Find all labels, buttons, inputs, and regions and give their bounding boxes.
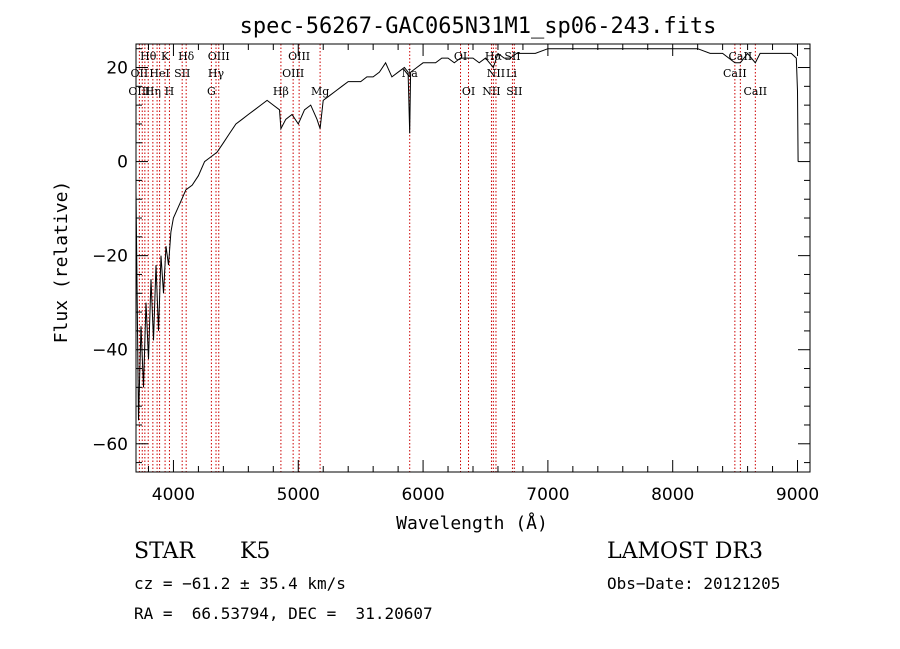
flux-series-line <box>135 48 799 421</box>
x-tick-label: 7000 <box>526 485 569 505</box>
spectral-line-label: Hη <box>145 85 161 98</box>
x-tick-label: 9000 <box>776 485 819 505</box>
object-class: STAR <box>134 539 195 564</box>
spectral-line-label: K <box>161 50 170 63</box>
x-tick-label: 8000 <box>651 485 694 505</box>
survey-name: LAMOST DR3 <box>607 539 763 564</box>
spectral-line-label: Mg <box>311 85 329 98</box>
spectral-line-label: OI <box>462 85 475 98</box>
object-subclass: K5 <box>240 539 271 564</box>
spectral-line-label: SII <box>174 67 190 80</box>
spectral-line-label: Hβ <box>273 85 289 98</box>
obs-date: Obs−Date: 20121205 <box>607 574 781 593</box>
spectral-line-label: SII <box>504 50 520 63</box>
chart-title: spec-56267-GAC065N31M1_sp06-243.fits <box>240 14 717 39</box>
spectral-line-label: SII <box>506 85 522 98</box>
spectral-line-label: Na <box>402 67 419 80</box>
spectral-line-label: CaII <box>743 85 767 98</box>
axis-ticks: 4000 5000 6000 7000 8000 9000 −60 −40 −20 0 20 <box>92 44 819 505</box>
spectral-line-label: NII <box>482 85 500 98</box>
spectral-line-label: OI <box>454 50 467 63</box>
spectral-line-label: Hγ <box>208 67 225 80</box>
spectral-line-label: CaII <box>723 67 747 80</box>
y-tick-label: −20 <box>92 247 128 267</box>
x-axis-label: Wavelength (Å) <box>396 512 548 534</box>
reference-lines <box>138 44 756 472</box>
ra-dec-coords: RA = 66.53794, DEC = 31.20607 <box>134 604 433 623</box>
spectral-line-label: OII <box>131 67 149 80</box>
spectral-line-label: Hα <box>485 50 503 63</box>
spectral-line-label: OIII <box>128 85 150 98</box>
spectral-line-label: HeI <box>149 67 169 80</box>
y-tick-label: 0 <box>117 153 128 173</box>
spectral-line-label: CaII <box>729 50 753 63</box>
y-tick-label: −60 <box>92 435 128 455</box>
x-tick-label: 4000 <box>152 485 195 505</box>
spectral-line-label: Hθ <box>140 50 157 63</box>
plot-frame <box>135 43 811 473</box>
spectral-line-label: Li <box>506 67 517 80</box>
x-tick-label: 5000 <box>277 485 320 505</box>
y-axis-label: Flux (relative) <box>51 181 72 344</box>
y-tick-label: 20 <box>106 59 128 79</box>
spectral-line-label: OIII <box>288 50 310 63</box>
spectral-line-label: OIII <box>208 50 230 63</box>
spectral-line-label: Hδ <box>178 50 195 63</box>
redshift-cz: cz = −61.2 ± 35.4 km/s <box>134 574 346 593</box>
spectral-line-label: OIII <box>282 67 304 80</box>
spectral-line-label: G <box>207 85 216 98</box>
x-tick-label: 6000 <box>401 485 444 505</box>
y-tick-label: −40 <box>92 341 128 361</box>
spectral-line-label: NII <box>487 67 505 80</box>
spectral-line-label: H <box>165 85 175 98</box>
